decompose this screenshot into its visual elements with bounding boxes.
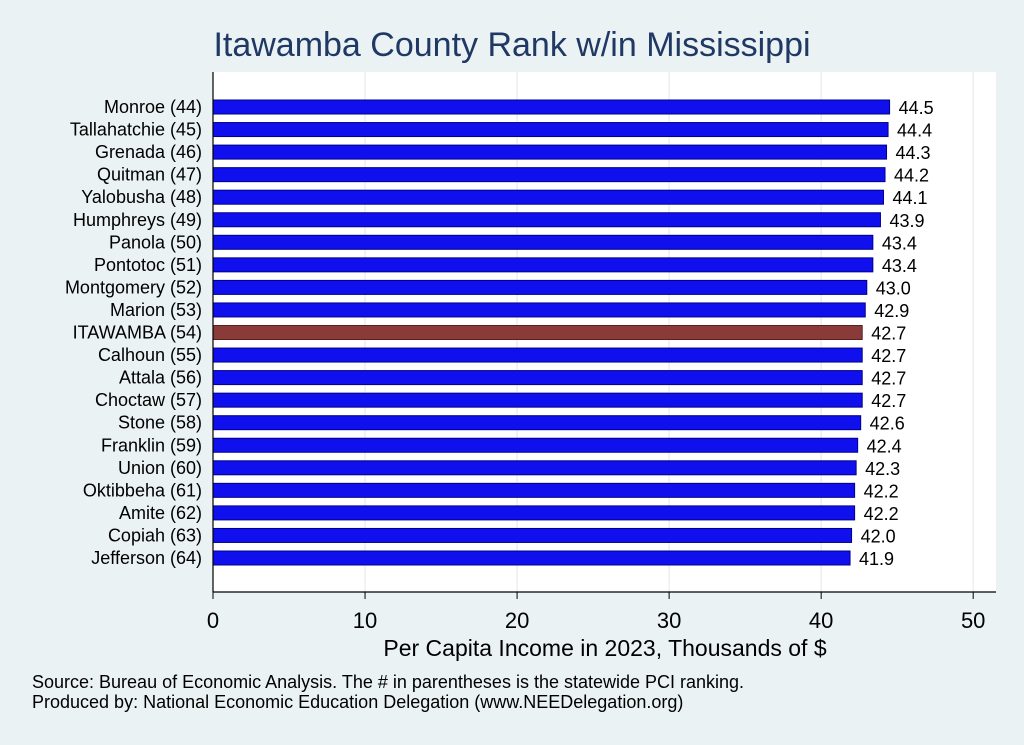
value-label: 42.7 [871, 369, 906, 389]
value-label: 42.7 [871, 391, 906, 411]
bar [212, 415, 862, 431]
value-label: 43.4 [882, 256, 917, 276]
bar [212, 144, 888, 160]
bar [212, 302, 866, 318]
value-label: 42.7 [871, 346, 906, 366]
category-label: Grenada (46) [95, 142, 202, 162]
category-label: Oktibbeha (61) [83, 480, 202, 500]
category-label: Yalobusha (48) [81, 187, 202, 207]
bar [212, 392, 863, 408]
value-label: 42.4 [867, 436, 902, 456]
bar [212, 437, 859, 453]
bar [212, 99, 891, 115]
bar [212, 550, 851, 566]
x-tick-label: 0 [207, 608, 219, 633]
x-tick-label: 40 [809, 608, 833, 633]
source-note: Source: Bureau of Economic Analysis. The… [32, 672, 745, 692]
x-tick-label: 30 [657, 608, 681, 633]
value-label: 42.6 [870, 414, 905, 434]
category-label: Jefferson (64) [91, 548, 202, 568]
value-label: 42.7 [871, 324, 906, 344]
bar [212, 167, 886, 183]
producer-note: Produced by: National Economic Education… [32, 692, 684, 712]
value-label: 44.1 [892, 188, 927, 208]
category-label: Montgomery (52) [65, 277, 202, 297]
chart-title: Itawamba County Rank w/in Mississippi [213, 26, 811, 64]
bar [212, 325, 863, 340]
category-label: Franklin (59) [101, 435, 202, 455]
category-label: Attala (56) [119, 368, 202, 388]
category-label: Humphreys (49) [73, 210, 202, 230]
bar [212, 370, 863, 386]
category-label: Amite (62) [119, 503, 202, 523]
x-axis-label: Per Capita Income in 2023, Thousands of … [383, 635, 826, 661]
x-tick-label: 10 [353, 608, 377, 633]
value-label: 42.9 [874, 301, 909, 321]
bar [212, 234, 874, 250]
bar [212, 460, 857, 476]
value-label: 43.9 [889, 211, 924, 231]
value-label: 43.0 [876, 278, 911, 298]
category-label: Calhoun (55) [98, 345, 202, 365]
category-label: Union (60) [118, 458, 202, 478]
category-label: Quitman (47) [97, 165, 202, 185]
value-label: 42.3 [865, 459, 900, 479]
value-label: 42.2 [864, 481, 899, 501]
value-label: 44.2 [894, 166, 929, 186]
value-label: 44.5 [899, 98, 934, 118]
value-label: 43.4 [882, 233, 917, 253]
bar [212, 505, 856, 521]
value-label: 44.3 [896, 143, 931, 163]
value-label: 42.0 [861, 526, 896, 546]
bar [212, 482, 856, 498]
category-label: Choctaw (57) [95, 390, 202, 410]
category-label: Marion (53) [110, 300, 202, 320]
value-labels: 44.544.444.344.244.143.943.443.443.042.9… [859, 98, 934, 569]
x-tick-label: 50 [961, 608, 985, 633]
x-axis-ticks: 0 10 20 30 40 50 [207, 592, 985, 633]
bars [212, 99, 891, 566]
bar [212, 527, 853, 543]
bar [212, 257, 874, 273]
category-label: Stone (58) [118, 413, 202, 433]
category-label: ITAWAMBA (54) [73, 323, 202, 343]
value-label: 42.2 [864, 504, 899, 524]
bar [212, 279, 868, 295]
category-label: Tallahatchie (45) [70, 120, 202, 140]
category-label: Monroe (44) [104, 97, 202, 117]
value-label: 41.9 [859, 549, 894, 569]
category-label: Panola (50) [109, 232, 202, 252]
bar [212, 189, 884, 205]
category-label: Pontotoc (51) [94, 255, 202, 275]
bar [212, 212, 881, 228]
bar [212, 122, 889, 138]
category-label: Copiah (63) [108, 525, 202, 545]
bar [212, 347, 863, 363]
value-label: 44.4 [897, 121, 932, 141]
x-tick-label: 20 [505, 608, 529, 633]
category-labels: Monroe (44) Tallahatchie (45)Grenada (46)… [65, 97, 202, 568]
